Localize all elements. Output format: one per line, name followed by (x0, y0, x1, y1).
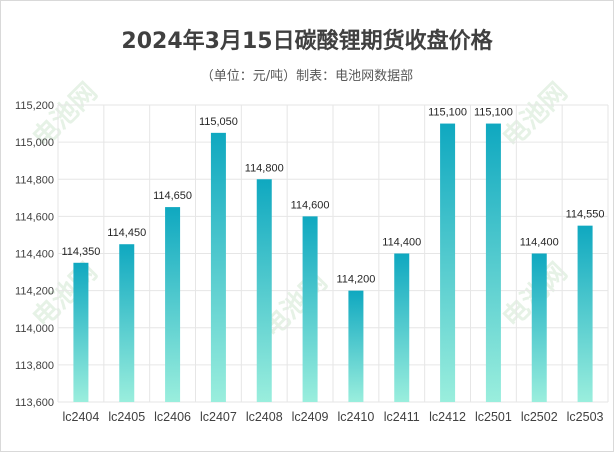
bar-lc2412 (440, 123, 456, 402)
x-tick-label: lc2404 (62, 410, 99, 424)
data-label: 115,100 (474, 107, 513, 119)
y-tick-label: 115,200 (15, 100, 54, 112)
x-tick-label: lc2501 (475, 410, 512, 424)
data-label: 115,050 (199, 116, 238, 128)
y-tick-label: 113,800 (15, 360, 54, 372)
bar-lc2405 (119, 244, 135, 402)
bar-lc2407 (210, 132, 226, 402)
bar-lc2502 (531, 253, 547, 402)
y-tick-label: 114,400 (15, 249, 54, 261)
y-tick-label: 114,800 (15, 174, 54, 186)
x-tick-label: lc2408 (246, 410, 283, 424)
y-tick-label: 115,000 (15, 137, 54, 149)
bar-lc2501 (485, 123, 501, 402)
y-tick-label: 114,200 (15, 286, 54, 298)
y-tick-label: 114,000 (15, 323, 54, 335)
x-tick-label: lc2503 (567, 410, 604, 424)
bar-lc2503 (577, 225, 593, 402)
chart-subtitle: （单位：元/吨）制表：电池网数据部 (200, 69, 414, 84)
data-label: 114,450 (107, 227, 146, 239)
x-tick-label: lc2502 (521, 410, 558, 424)
data-label: 114,550 (566, 209, 605, 221)
data-label: 114,800 (245, 162, 284, 174)
data-label: 114,200 (336, 274, 375, 286)
x-tick-label: lc2409 (292, 410, 329, 424)
bar-lc2411 (394, 253, 410, 402)
x-tick-label: lc2406 (154, 410, 191, 424)
data-label: 114,350 (61, 246, 100, 258)
x-tick-label: lc2405 (108, 410, 145, 424)
bar-lc2408 (256, 179, 272, 402)
x-tick-label: lc2411 (384, 410, 420, 424)
bar-lc2409 (302, 216, 318, 402)
data-label: 114,400 (382, 237, 421, 249)
bar-lc2410 (348, 290, 364, 402)
bar-lc2406 (165, 207, 181, 402)
bar-lc2404 (73, 262, 89, 402)
chart-title: 2024年3月15日碳酸锂期货收盘价格 (121, 29, 493, 54)
data-label: 115,100 (428, 107, 467, 119)
x-tick-label: lc2412 (429, 410, 466, 424)
data-label: 114,650 (153, 190, 192, 202)
data-label: 114,600 (291, 199, 330, 211)
data-label: 114,400 (520, 237, 559, 249)
x-tick-label: lc2410 (337, 410, 374, 424)
y-tick-label: 113,600 (15, 397, 54, 409)
x-tick-label: lc2407 (200, 410, 237, 424)
y-tick-label: 114,600 (15, 211, 54, 223)
